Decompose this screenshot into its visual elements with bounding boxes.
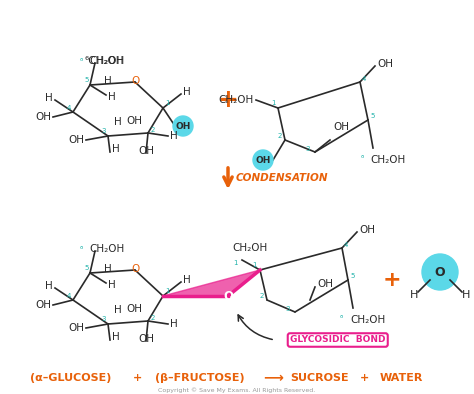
Text: O: O (132, 264, 140, 274)
Text: OH: OH (333, 122, 349, 132)
Text: WATER: WATER (380, 373, 423, 383)
Text: CONDENSATION: CONDENSATION (236, 173, 328, 183)
Text: H: H (410, 290, 418, 300)
Text: H: H (112, 144, 120, 154)
Text: 1: 1 (165, 100, 170, 106)
Text: H: H (170, 319, 178, 329)
Text: ⁶: ⁶ (80, 56, 83, 65)
Text: OH: OH (138, 146, 154, 156)
Text: H: H (108, 92, 116, 102)
Text: H: H (108, 280, 116, 290)
Text: CH₂OH: CH₂OH (219, 95, 254, 105)
Text: ⁶: ⁶ (361, 154, 364, 162)
Text: OH: OH (138, 334, 154, 344)
Text: OH: OH (377, 59, 393, 69)
Text: 5: 5 (350, 273, 355, 279)
Text: ⁶: ⁶ (340, 314, 343, 323)
Text: H: H (104, 76, 112, 86)
Text: 1: 1 (253, 262, 257, 268)
Circle shape (422, 254, 458, 290)
Text: 1: 1 (234, 260, 238, 266)
Circle shape (173, 116, 193, 136)
Text: H: H (114, 305, 122, 315)
Text: OH: OH (317, 279, 333, 289)
Text: +: + (133, 373, 143, 383)
Text: SUCROSE: SUCROSE (290, 373, 348, 383)
Text: CH₂OH: CH₂OH (232, 243, 268, 253)
Text: 2: 2 (151, 127, 155, 133)
Text: H: H (183, 87, 191, 97)
Text: CH₂OH: CH₂OH (89, 56, 124, 66)
Text: +: + (383, 270, 401, 290)
Text: H: H (45, 93, 53, 103)
Text: 2: 2 (260, 293, 264, 299)
Text: H: H (462, 290, 470, 300)
Text: O: O (435, 266, 445, 279)
Text: H: H (112, 332, 120, 342)
Text: 4: 4 (344, 242, 348, 248)
Text: OH: OH (126, 304, 142, 314)
Circle shape (253, 150, 273, 170)
Text: (α–GLUCOSE): (α–GLUCOSE) (30, 373, 111, 383)
Text: 2: 2 (278, 133, 282, 139)
Text: 3: 3 (101, 128, 106, 134)
Text: 3: 3 (101, 316, 106, 322)
Text: 3: 3 (306, 146, 310, 152)
Text: CH₂OH: CH₂OH (350, 315, 385, 325)
Text: O: O (223, 290, 233, 303)
Text: +: + (360, 373, 370, 383)
Polygon shape (163, 270, 260, 296)
Text: H: H (104, 264, 112, 274)
Text: H: H (170, 131, 178, 141)
Text: 5: 5 (85, 77, 89, 83)
Text: 3: 3 (285, 306, 290, 312)
Text: OH: OH (68, 135, 84, 145)
Text: 4: 4 (362, 76, 366, 82)
Text: GLYCOSIDIC  BOND: GLYCOSIDIC BOND (290, 336, 385, 344)
Text: OH: OH (35, 300, 51, 310)
Text: H: H (114, 117, 122, 127)
Text: (β–FRUCTOSE): (β–FRUCTOSE) (155, 373, 245, 383)
Text: ⁶CH₂OH: ⁶CH₂OH (85, 56, 125, 66)
Text: 4: 4 (67, 293, 71, 299)
Text: OH: OH (68, 323, 84, 333)
Text: H: H (45, 281, 53, 291)
Text: Copyright © Save My Exams. All Rights Reserved.: Copyright © Save My Exams. All Rights Re… (158, 387, 316, 393)
Text: 1: 1 (272, 100, 276, 106)
Text: 4: 4 (67, 105, 71, 111)
Text: ⟶: ⟶ (263, 371, 283, 385)
Text: H: H (183, 275, 191, 285)
Text: +: + (218, 88, 238, 112)
Text: OH: OH (175, 121, 191, 130)
Text: 5: 5 (85, 265, 89, 271)
Text: ⁶: ⁶ (80, 245, 83, 253)
Text: OH: OH (255, 156, 271, 165)
Text: CH₂OH: CH₂OH (89, 244, 124, 254)
Text: OH: OH (359, 225, 375, 235)
Text: OH: OH (126, 116, 142, 126)
Text: 1: 1 (165, 288, 170, 294)
Text: 2: 2 (151, 315, 155, 321)
Text: OH: OH (35, 112, 51, 122)
Text: O: O (132, 76, 140, 86)
Text: CH₂OH: CH₂OH (370, 155, 405, 165)
Text: 5: 5 (370, 113, 374, 119)
